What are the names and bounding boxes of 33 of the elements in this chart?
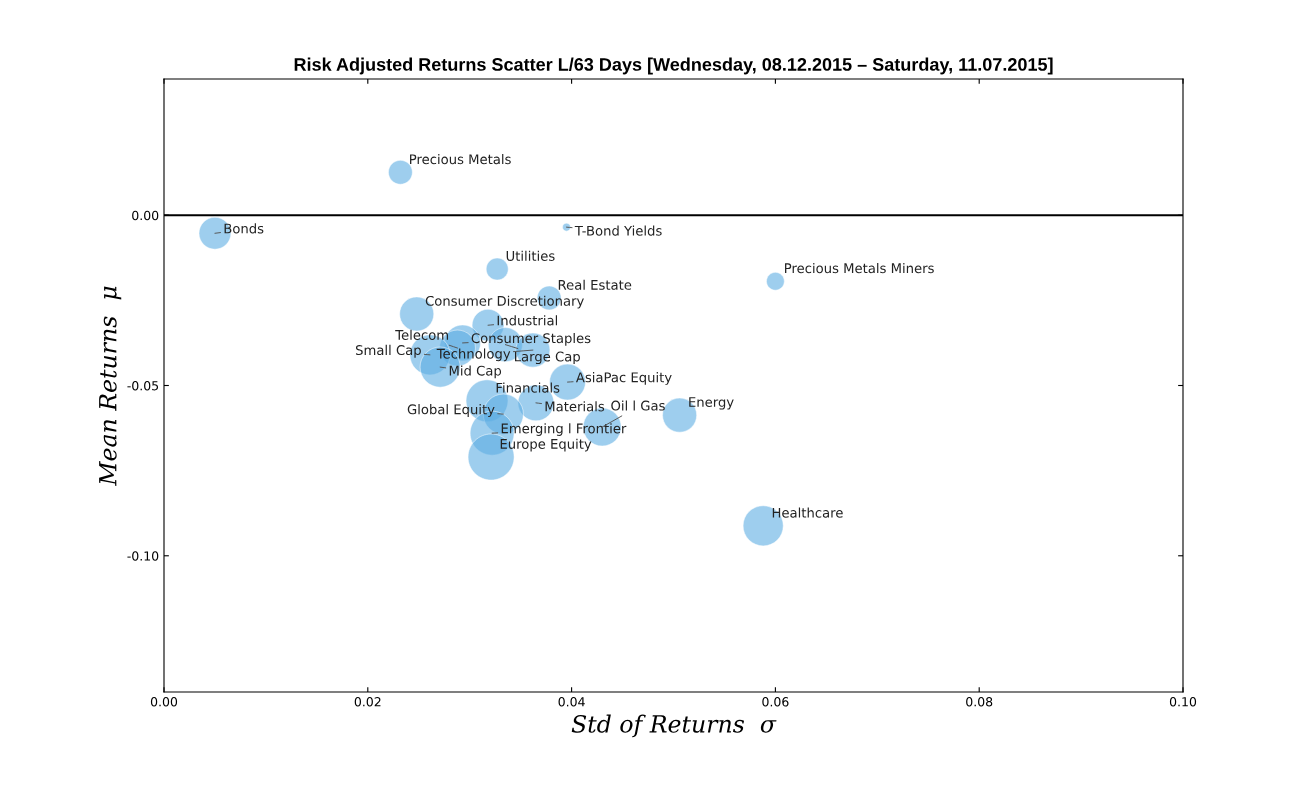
annotation: Financials	[496, 382, 560, 393]
annotation: AsiaPac Equity	[575, 372, 672, 385]
x-tick-label: 0.00	[150, 697, 178, 707]
annotation: T-Bond Yields	[574, 225, 662, 236]
annotation: Consumer Discretionary	[425, 295, 584, 309]
x-tick-label: 0.06	[762, 697, 789, 707]
annotation: Small Cap	[355, 344, 421, 358]
x-tick-label: 0.08	[966, 697, 993, 707]
annotation: Large Cap	[514, 351, 580, 365]
annotation: Energy	[689, 397, 734, 410]
annotation: Consumer Staples	[471, 332, 591, 346]
annotation: Industrial	[497, 315, 558, 326]
annotation: Oil l Gas	[611, 400, 665, 411]
annotation: Technology	[436, 348, 511, 362]
x-axis-title: Std of Returns σ	[571, 714, 777, 738]
y-tick-label: 0.00	[132, 210, 159, 221]
chart-title: Risk Adjusted Returns Scatter L/63 Days [Wednesday, 08.12.2015 – Saturday, 11.07.2015]	[294, 57, 1053, 75]
x-tick-label: 0.04	[558, 697, 585, 707]
annotation: Bonds	[224, 223, 264, 234]
y-tick-label: -0.05	[127, 380, 159, 391]
x-tick-label: 0.02	[354, 697, 381, 707]
annotation: Telecom	[395, 329, 449, 340]
annotation: Precious Metals	[410, 153, 511, 165]
annotation: Precious Metals Miners	[785, 262, 934, 274]
annotation: Global Equity	[407, 404, 495, 417]
annotation: Healthcare	[772, 507, 843, 518]
x-tick-label: 0.10	[1169, 697, 1197, 707]
y-axis-title: Mean Returns μ	[99, 286, 122, 487]
annotation: Utilities	[506, 250, 555, 261]
y-tick-label: -0.10	[127, 551, 159, 561]
annotation: Materials	[545, 401, 605, 412]
annotation: Real Estate	[558, 279, 632, 290]
annotation: Mid Cap	[449, 365, 502, 379]
